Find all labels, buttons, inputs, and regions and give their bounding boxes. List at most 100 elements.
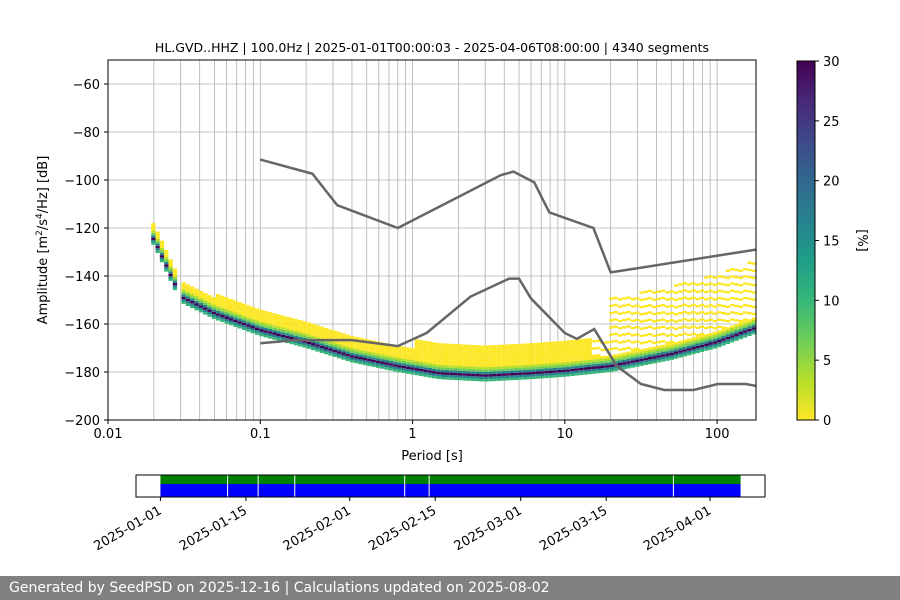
psd-cell	[639, 361, 644, 364]
psd-cell	[462, 354, 467, 357]
psd-cell	[535, 371, 540, 374]
psd-cell	[432, 361, 437, 364]
psd-cell	[315, 337, 320, 340]
psd-cell	[475, 345, 480, 348]
psd-cell	[682, 351, 687, 355]
psd-cell	[263, 313, 268, 316]
psd-cell	[470, 364, 476, 367]
y-tick-label: −140	[64, 270, 100, 285]
psd-cell	[414, 353, 420, 357]
psd-cell	[479, 371, 484, 375]
psd-cell	[699, 347, 705, 350]
psd-cell	[509, 368, 515, 371]
psd-cell	[375, 358, 381, 361]
psd-cell	[630, 360, 636, 363]
psd-cell	[639, 353, 644, 357]
psd-cell	[561, 348, 566, 351]
colorbar-tick-label: 10	[823, 294, 840, 309]
psd-cell	[691, 332, 696, 336]
psd-cell	[263, 320, 268, 324]
psd-cell	[233, 314, 238, 318]
psd-cell	[630, 341, 636, 344]
psd-cell	[725, 284, 731, 287]
psd-cell	[561, 352, 566, 356]
psd-cell	[336, 336, 342, 340]
psd-cell	[518, 362, 523, 366]
psd-cell	[751, 276, 756, 280]
psd-cell	[203, 302, 208, 306]
psd-cell	[708, 304, 713, 307]
psd-cell	[336, 355, 342, 359]
psd-cell	[704, 346, 709, 349]
psd-cell	[747, 319, 752, 322]
psd-cell	[164, 269, 169, 272]
psd-cell	[397, 345, 402, 349]
psd-cell	[738, 327, 744, 330]
psd-cell	[280, 317, 286, 321]
psd-cell	[747, 312, 752, 315]
psd-cell	[475, 373, 480, 377]
psd-cell	[267, 321, 273, 325]
psd-cell	[622, 359, 627, 363]
psd-cell	[552, 370, 558, 373]
psd-cell	[198, 307, 204, 311]
psd-cell	[557, 343, 562, 346]
psd-cell	[544, 361, 549, 364]
psd-cell	[250, 326, 255, 329]
psd-cell	[319, 326, 324, 329]
psd-cell	[591, 371, 597, 374]
psd-cell	[159, 245, 165, 248]
psd-cell	[570, 361, 575, 365]
psd-cell	[444, 355, 450, 359]
psd-cell	[246, 314, 251, 318]
psd-cell	[626, 325, 631, 328]
psd-cell	[695, 338, 700, 342]
psd-cell	[712, 331, 718, 335]
psd-cell	[561, 350, 566, 353]
psd-cell	[380, 344, 385, 348]
psd-cell	[531, 357, 536, 360]
psd-cell	[540, 344, 545, 348]
psd-cell	[233, 300, 238, 303]
psd-cell	[673, 320, 679, 323]
psd-cell	[306, 322, 312, 325]
psd-cell	[622, 340, 627, 343]
psd-cell	[527, 350, 532, 353]
psd-cell	[483, 374, 489, 377]
psd-cell	[185, 286, 191, 290]
psd-cell	[440, 352, 445, 356]
psd-cell	[699, 339, 705, 343]
psd-cell	[622, 311, 627, 315]
psd-cell	[501, 354, 506, 357]
psd-cell	[479, 350, 484, 353]
psd-cell	[207, 297, 212, 300]
psd-cell	[298, 341, 303, 345]
psd-cell	[704, 305, 709, 308]
psd-cell	[388, 360, 394, 364]
psd-cell	[652, 312, 657, 316]
psd-cell	[656, 304, 661, 308]
psd-cell	[669, 340, 674, 344]
psd-cell	[440, 360, 445, 363]
psd-cell	[695, 333, 700, 337]
psd-cell	[721, 304, 726, 308]
colorbar-tick-label: 20	[823, 175, 840, 190]
psd-cell	[224, 304, 229, 307]
psd-cell	[652, 360, 657, 364]
psd-cell	[660, 359, 666, 362]
psd-cell	[514, 360, 519, 364]
psd-cell	[565, 366, 571, 370]
psd-cell	[349, 357, 355, 361]
psd-cell	[414, 363, 420, 366]
psd-cell	[561, 355, 566, 358]
psd-cell	[691, 289, 696, 292]
psd-cell	[332, 330, 337, 334]
psd-cell	[522, 374, 528, 378]
psd-cell	[280, 332, 286, 335]
psd-cell	[302, 325, 307, 329]
psd-cell	[578, 351, 584, 354]
psd-cell	[622, 352, 627, 355]
psd-cell	[155, 243, 160, 246]
date-tick-label: 2025-03-15	[537, 503, 610, 554]
psd-cell	[479, 352, 484, 356]
